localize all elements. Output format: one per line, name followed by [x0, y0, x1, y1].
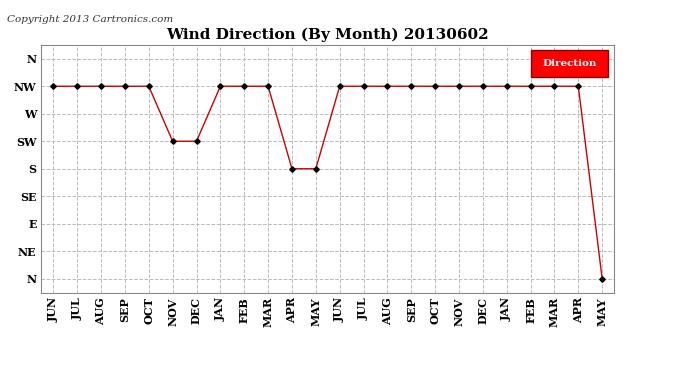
Title: Wind Direction (By Month) 20130602: Wind Direction (By Month) 20130602	[166, 28, 489, 42]
Text: Direction: Direction	[542, 59, 597, 68]
Text: Copyright 2013 Cartronics.com: Copyright 2013 Cartronics.com	[7, 15, 173, 24]
FancyBboxPatch shape	[531, 50, 609, 77]
